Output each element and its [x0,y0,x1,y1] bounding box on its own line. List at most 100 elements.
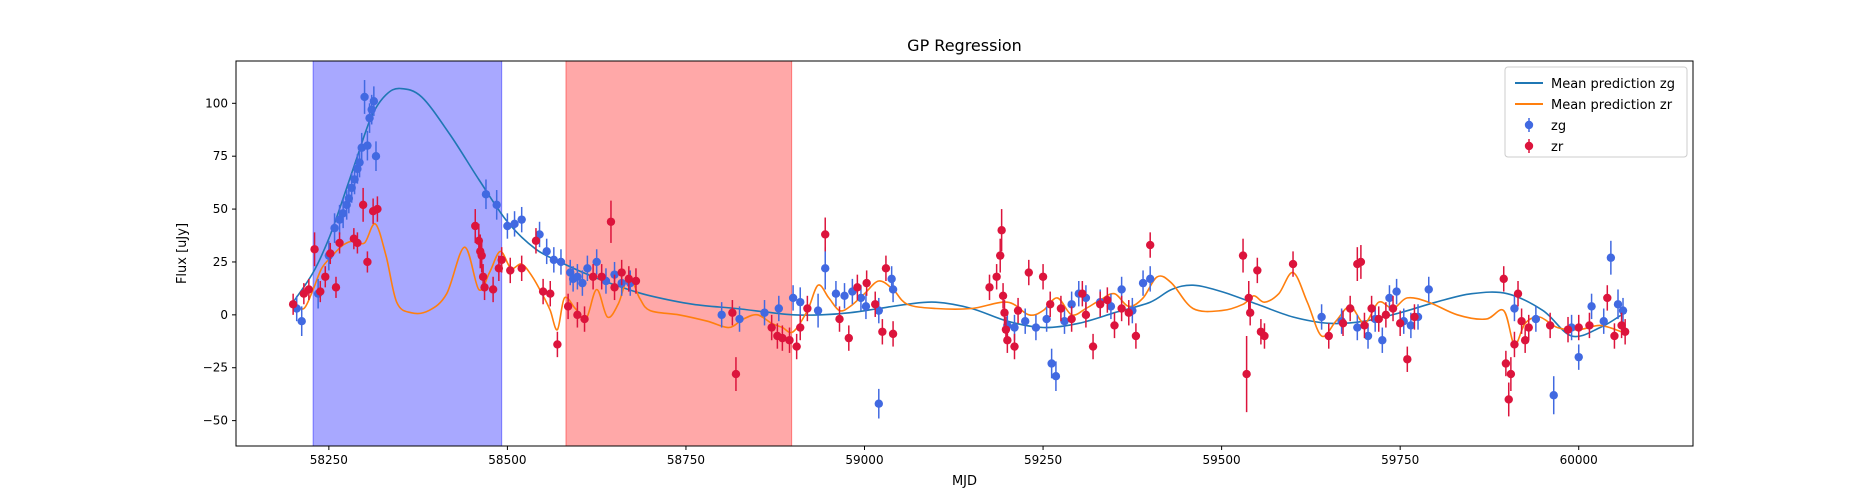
data-point-zr [597,272,606,281]
data-point-zr [288,300,298,309]
data-point-zr [1388,304,1398,313]
data-point-zr [1499,274,1508,284]
data-point-zr [1338,319,1348,328]
data-point-zr [853,283,862,292]
data-point-zr [1145,240,1155,250]
data-point-zr [1078,289,1087,298]
data-point-zr [1513,289,1523,298]
data-point-zr [517,264,526,273]
data-point-zr [573,310,582,320]
data-point-zg [888,285,898,294]
data-point-zr [1067,314,1076,324]
data-point-zg [1138,278,1148,288]
data-point-zr [731,369,741,379]
data-point-zr [1395,319,1405,328]
data-point-zr [506,266,515,275]
data-point-zg [1117,285,1126,294]
legend-marker-swatch [1524,141,1534,151]
data-point-zg [874,306,883,315]
data-point-zr [331,283,341,292]
data-point-zr [1510,340,1519,349]
data-point-zr [563,302,573,311]
data-point-zr [610,283,619,292]
data-point-zr [1000,308,1009,317]
data-point-zg [1599,316,1608,326]
y-tick-label: −50 [203,414,228,428]
legend-marker-swatch [1524,120,1534,130]
data-point-zg [760,308,769,317]
data-point-zg [369,96,379,106]
data-point-zr [1617,321,1626,330]
x-tick-label: 59000 [845,453,883,467]
legend-entry: Mean prediction zr [1515,98,1673,113]
data-point-zg [492,200,501,210]
data-point-zr [316,287,325,296]
data-point-zr [796,323,805,332]
data-point-zr [497,255,506,265]
data-point-zr [998,291,1008,301]
legend-label: Mean prediction zg [1551,77,1675,92]
data-point-zg [549,255,559,265]
data-point-zg [610,270,619,279]
data-point-zr [997,226,1006,235]
data-point-zr [1620,327,1630,336]
shaded-regions [312,61,793,446]
data-point-zr [546,289,555,298]
data-point-zg [1353,323,1362,332]
data-point-zr [1238,251,1248,260]
data-point-zr [1117,304,1126,313]
x-tick-label: 58500 [488,453,526,467]
data-point-zg [355,158,364,167]
data-point-zr [310,245,319,254]
data-point-zg [887,274,896,284]
data-point-zr [494,264,504,273]
data-point-zr [1003,336,1012,345]
data-point-zr [1501,359,1511,368]
data-point-zr [1088,342,1098,351]
data-point-zr [992,272,1001,281]
data-point-zr [606,217,616,226]
data-point-zr [1013,306,1023,315]
data-point-zr [617,268,626,277]
data-point-zr [1603,293,1612,303]
data-point-zr [1245,308,1255,317]
data-point-zr [792,342,801,351]
data-point-zg [1618,306,1628,315]
data-point-zr [1081,310,1091,320]
data-point-zg [1406,321,1416,330]
data-point-zr [480,283,489,292]
data-point-zr [1103,295,1112,305]
data-point-zg [1378,336,1387,345]
data-point-zg [840,291,849,301]
legend-entry: zg [1524,118,1566,134]
data-point-zr [1367,304,1376,313]
data-point-zg [1424,285,1433,294]
data-point-zr [358,200,368,210]
data-point-zg [1385,293,1394,303]
data-point-zr [1374,314,1383,324]
data-point-zg [796,297,805,307]
data-point-zr [1356,257,1366,267]
data-point-zr [1381,310,1391,320]
legend-box [1504,66,1688,158]
data-point-zg [735,314,744,324]
data-point-zg [1031,323,1041,332]
y-tick-label: −25 [203,361,228,375]
legend-entry: Mean prediction zg [1515,77,1675,92]
data-point-zg [481,190,491,199]
data-point-zg [503,221,512,231]
x-tick-label: 59500 [1203,453,1241,467]
data-point-zg [297,316,306,326]
data-point-zr [373,204,382,214]
data-point-zr [785,336,794,345]
data-point-zg [330,223,339,233]
data-point-zr [1260,331,1269,341]
data-point-zr [844,333,853,343]
legend: Mean prediction zg Mean prediction zr zg zr [1504,66,1688,158]
legend-label: zg [1551,119,1566,134]
data-point-zg [1051,371,1061,381]
legend-entry: zr [1524,139,1564,155]
data-point-zg [542,247,551,256]
x-tick-label: 58250 [310,453,348,467]
data-point-zg [856,293,866,303]
